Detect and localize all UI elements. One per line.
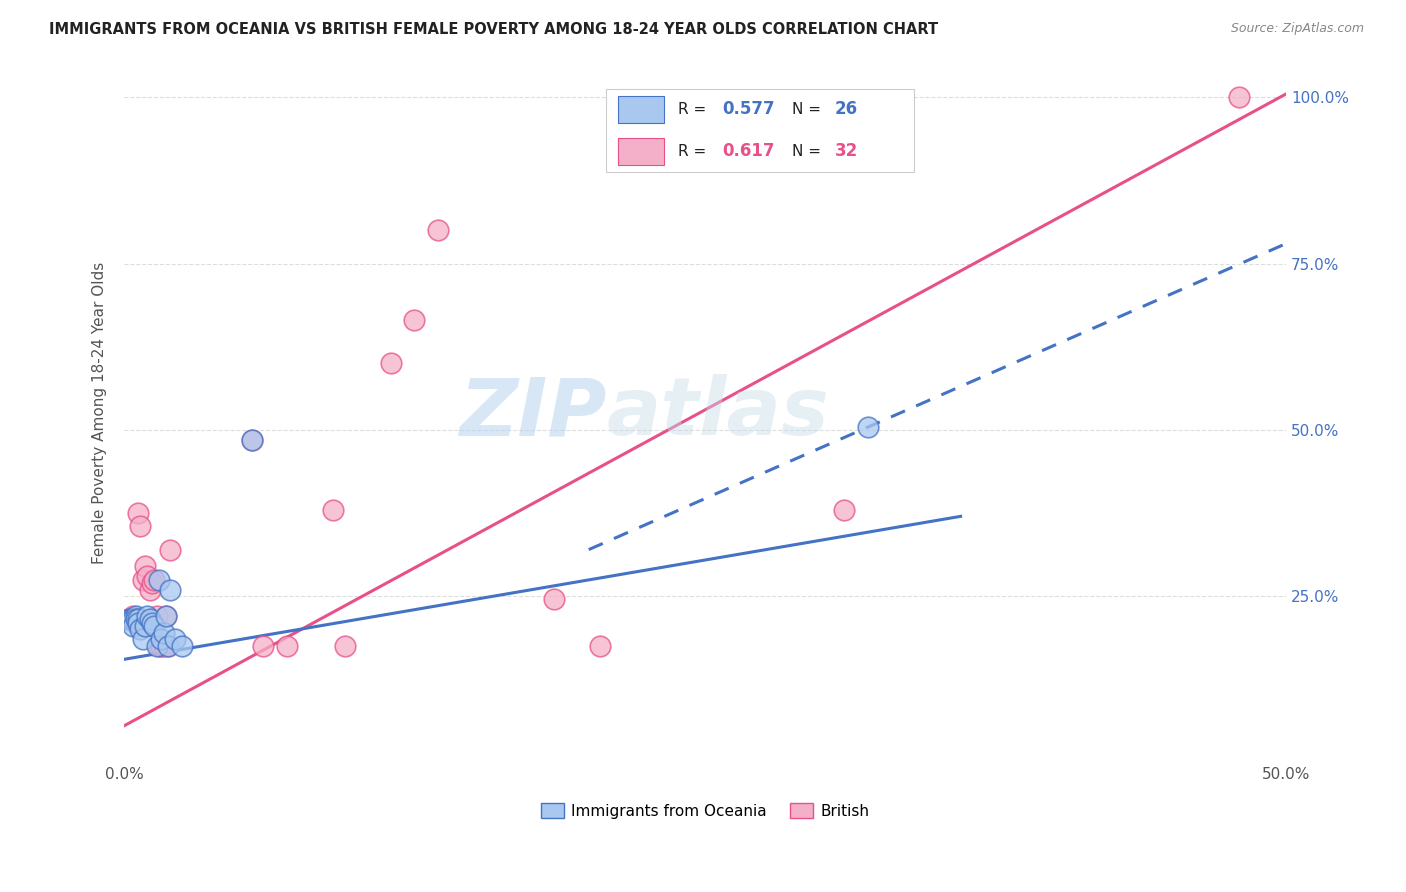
Text: N =: N = (792, 144, 825, 159)
Text: ZIP: ZIP (458, 375, 606, 452)
Text: R =: R = (678, 144, 711, 159)
Point (136, 609, 159, 624)
Point (122, 612, 145, 626)
Point (127, 615, 149, 630)
Point (129, 519, 152, 533)
Point (136, 569, 159, 583)
FancyBboxPatch shape (606, 88, 914, 172)
FancyBboxPatch shape (617, 96, 664, 123)
Point (117, 612, 139, 626)
Point (159, 582, 181, 597)
Point (143, 619, 166, 633)
Point (252, 639, 274, 653)
Text: 0.617: 0.617 (723, 143, 775, 161)
Text: R =: R = (678, 102, 711, 117)
Point (152, 639, 174, 653)
Point (404, 313, 426, 327)
Point (127, 612, 149, 626)
Point (141, 575, 163, 590)
Point (856, 419, 879, 434)
Point (426, 223, 449, 237)
Point (276, 639, 298, 653)
FancyBboxPatch shape (617, 138, 664, 165)
Point (122, 619, 145, 633)
Point (240, 433, 263, 447)
Point (127, 612, 149, 626)
Point (129, 623, 152, 637)
Text: IMMIGRANTS FROM OCEANIA VS BRITISH FEMALE POVERTY AMONG 18-24 YEAR OLDS CORRELAT: IMMIGRANTS FROM OCEANIA VS BRITISH FEMAL… (49, 22, 938, 37)
Legend: Immigrants from Oceania, British: Immigrants from Oceania, British (534, 797, 876, 824)
Point (145, 639, 167, 653)
Text: N =: N = (792, 102, 825, 117)
Point (834, 502, 856, 516)
Point (138, 582, 160, 597)
Point (134, 559, 156, 574)
Point (159, 542, 181, 557)
Point (322, 502, 344, 516)
Point (240, 433, 263, 447)
Point (172, 639, 194, 653)
Point (150, 632, 173, 647)
Point (120, 612, 142, 626)
Point (122, 609, 145, 624)
Point (1229, 90, 1251, 104)
Point (157, 639, 180, 653)
Point (143, 573, 166, 587)
Point (148, 639, 170, 653)
Text: 26: 26 (835, 101, 858, 119)
Point (124, 615, 146, 630)
Point (134, 619, 156, 633)
Point (589, 639, 612, 653)
Text: Source: ZipAtlas.com: Source: ZipAtlas.com (1230, 22, 1364, 36)
Y-axis label: Female Poverty Among 18-24 Year Olds: Female Poverty Among 18-24 Year Olds (93, 262, 107, 565)
Point (145, 609, 167, 624)
Text: atlas: atlas (606, 375, 830, 452)
Point (157, 639, 180, 653)
Text: 0.577: 0.577 (723, 101, 775, 119)
Point (131, 573, 153, 587)
Text: 32: 32 (835, 143, 859, 161)
Point (127, 506, 149, 520)
Point (543, 592, 565, 607)
Point (117, 612, 139, 626)
Point (124, 609, 146, 624)
Point (138, 612, 160, 626)
Point (131, 632, 153, 647)
Point (165, 632, 187, 647)
Point (124, 612, 146, 626)
Point (155, 609, 177, 624)
Point (120, 612, 142, 626)
Point (152, 625, 174, 640)
Point (333, 639, 356, 653)
Point (155, 609, 177, 624)
Point (141, 615, 163, 630)
Point (150, 639, 173, 653)
Point (380, 356, 402, 370)
Point (148, 573, 170, 587)
